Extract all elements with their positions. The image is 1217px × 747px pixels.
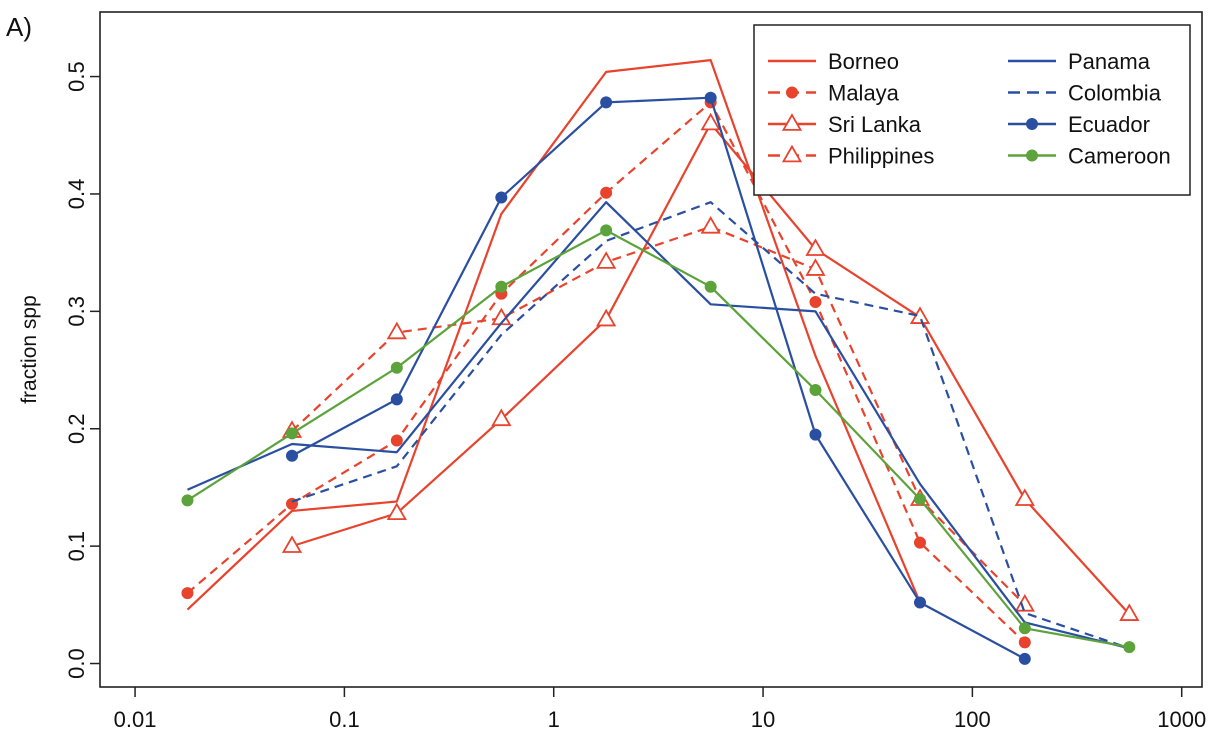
- series-colombia: [291, 201, 1130, 650]
- legend-item-panama: Panama: [1008, 49, 1151, 74]
- data-point-malaya: [600, 186, 613, 199]
- data-point-sri-lanka: [700, 112, 721, 131]
- legend-label: Borneo: [828, 49, 899, 74]
- data-point-cameroon: [704, 280, 717, 293]
- legend-item-cameroon: Cameroon: [1008, 144, 1171, 169]
- data-point-ecuador: [913, 596, 926, 609]
- series-layer: [181, 59, 1140, 665]
- data-point-ecuador: [600, 96, 613, 109]
- legend-marker: [781, 113, 803, 131]
- y-axis-label: fraction spp: [18, 295, 41, 404]
- legend-label: Colombia: [1068, 81, 1162, 106]
- data-point-cameroon: [913, 493, 926, 506]
- y-tick-label: 0.4: [64, 179, 89, 210]
- series-line-ecuador: [291, 96, 1026, 660]
- y-tick-label: 0.3: [64, 296, 89, 327]
- legend-item-philippines: Philippines: [768, 144, 934, 169]
- legend-box: [753, 24, 1191, 196]
- plot-frame: [99, 11, 1203, 688]
- legend-item-colombia: Colombia: [1008, 81, 1162, 106]
- series-line-colombia: [291, 201, 1130, 650]
- data-point-sri-lanka: [1014, 488, 1035, 506]
- data-point-cameroon: [495, 280, 508, 293]
- data-point-cameroon: [1123, 641, 1136, 654]
- x-tick-label: 0.1: [329, 707, 360, 732]
- data-point-philippines: [1014, 594, 1035, 612]
- data-point-philippines: [805, 258, 826, 276]
- data-point-ecuador: [390, 393, 403, 406]
- legend-label: Cameroon: [1068, 144, 1171, 169]
- data-point-ecuador: [1018, 652, 1031, 665]
- data-point-cameroon: [809, 384, 822, 396]
- legend-label: Philippines: [828, 144, 934, 169]
- data-point-malaya: [390, 434, 403, 447]
- data-point-cameroon: [390, 361, 403, 374]
- legend-marker: [1026, 118, 1038, 130]
- data-point-malaya: [913, 536, 926, 549]
- series-line-sri-lanka: [291, 122, 1131, 615]
- data-point-ecuador: [704, 91, 717, 104]
- legend-label: Panama: [1068, 49, 1151, 74]
- y-tick-label: 0.2: [64, 413, 89, 444]
- series-cameroon: [181, 224, 1136, 654]
- x-axis: 0.01 0.1 1 10 100 1000: [114, 687, 1206, 732]
- data-point-cameroon: [1018, 622, 1031, 635]
- data-point-malaya: [809, 295, 822, 308]
- data-point-cameroon: [286, 427, 299, 440]
- x-tick-label: 0.01: [114, 707, 157, 732]
- data-point-sri-lanka: [386, 502, 407, 521]
- series-line-panama: [187, 201, 1130, 650]
- x-tick-label: 100: [954, 707, 991, 732]
- data-point-malaya: [1018, 636, 1031, 649]
- series-line-cameroon: [186, 229, 1130, 649]
- series-ecuador: [286, 91, 1031, 665]
- y-axis: 0.0 0.1 0.2 0.3 0.4 0.5: [64, 61, 100, 679]
- data-point-cameroon: [600, 224, 613, 237]
- series-line-philippines: [291, 225, 1026, 606]
- panel-label: A): [6, 12, 32, 42]
- series-philippines: [281, 216, 1035, 612]
- data-point-sri-lanka: [805, 238, 826, 256]
- legend-label: Malaya: [828, 81, 900, 106]
- y-tick-label: 0.1: [64, 531, 89, 562]
- legend-marker: [786, 86, 798, 99]
- legend-item-sri-lanka: Sri Lanka: [768, 112, 922, 137]
- x-tick-label: 1000: [1157, 707, 1206, 732]
- data-point-ecuador: [495, 191, 508, 204]
- x-tick-label: 10: [751, 707, 775, 732]
- data-point-philippines: [386, 321, 407, 340]
- x-tick-label: 1: [548, 707, 560, 732]
- legend-label: Sri Lanka: [828, 112, 922, 137]
- data-point-cameroon: [181, 494, 194, 507]
- legend-item-malaya: Malaya: [768, 81, 900, 106]
- data-point-sri-lanka: [281, 535, 303, 553]
- series-panama: [187, 201, 1130, 650]
- data-point-sri-lanka: [596, 308, 617, 327]
- series-line-borneo: [186, 59, 922, 611]
- data-point-philippines: [700, 216, 721, 234]
- legend-marker: [1026, 149, 1038, 162]
- data-point-ecuador: [809, 428, 822, 441]
- legend-item-borneo: Borneo: [768, 49, 899, 74]
- data-point-malaya: [181, 587, 194, 600]
- y-tick-label: 0.5: [64, 61, 89, 92]
- legend-label: Ecuador: [1068, 112, 1150, 137]
- series-sri-lanka: [281, 112, 1140, 621]
- data-point-ecuador: [286, 449, 299, 462]
- data-point-sri-lanka: [491, 408, 512, 427]
- legend-marker: [781, 144, 803, 163]
- legend-item-ecuador: Ecuador: [1008, 112, 1150, 137]
- data-point-philippines: [596, 251, 617, 269]
- y-tick-label: 0.0: [64, 648, 89, 679]
- data-point-sri-lanka: [1119, 603, 1140, 621]
- legend: Borneo Malaya Sri Lanka Philippines Panama Co…: [753, 24, 1191, 196]
- series-borneo: [186, 59, 922, 611]
